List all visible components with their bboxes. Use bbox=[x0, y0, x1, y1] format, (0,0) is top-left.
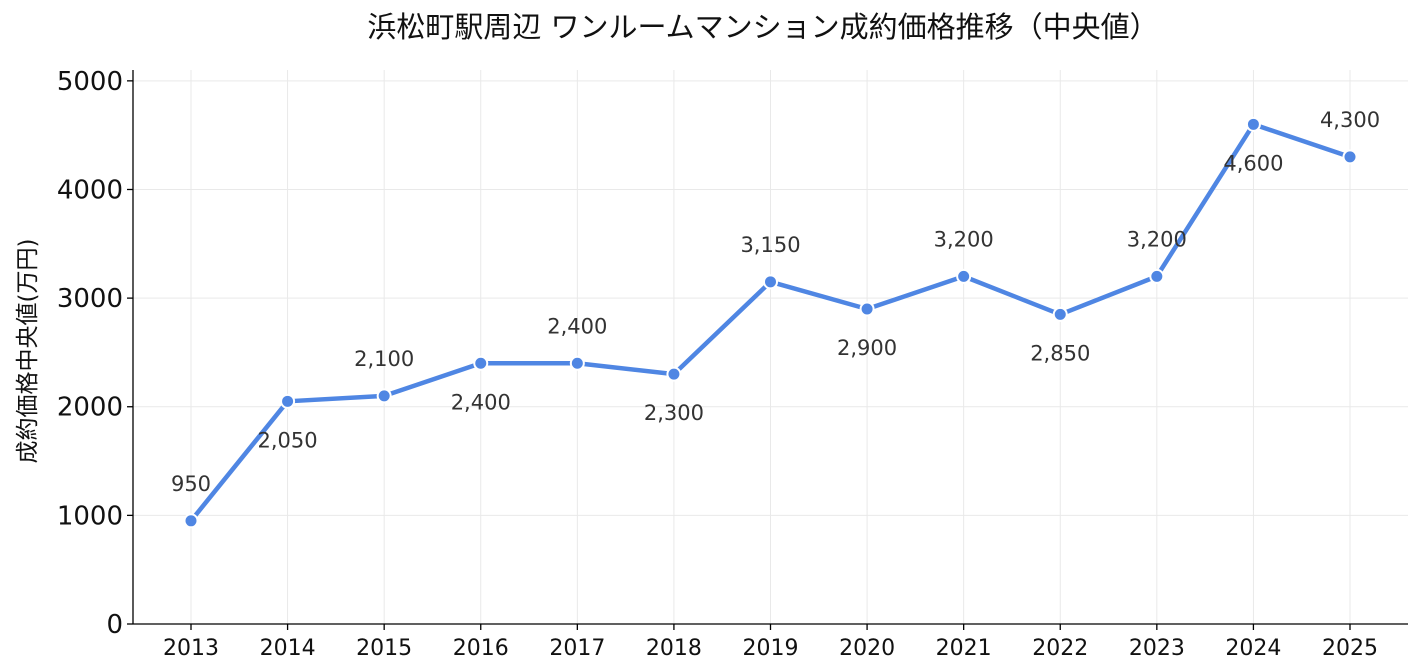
data-label: 2,850 bbox=[1030, 341, 1090, 365]
data-label: 2,050 bbox=[258, 428, 318, 452]
data-point bbox=[473, 355, 489, 371]
data-label: 2,400 bbox=[451, 390, 511, 414]
x-tick-label: 2017 bbox=[549, 636, 605, 661]
x-tick-label: 2019 bbox=[743, 636, 799, 661]
data-label: 2,100 bbox=[354, 347, 414, 371]
data-point bbox=[376, 388, 392, 404]
series-layer bbox=[183, 116, 1358, 529]
y-tick-label: 0 bbox=[106, 610, 123, 640]
data-point bbox=[1052, 306, 1068, 322]
x-tick-label: 2014 bbox=[260, 636, 316, 661]
data-point bbox=[1245, 116, 1261, 132]
data-label: 3,200 bbox=[934, 227, 994, 251]
data-label: 3,200 bbox=[1127, 227, 1187, 251]
x-tick-label: 2016 bbox=[453, 636, 509, 661]
data-point bbox=[1342, 149, 1358, 165]
x-tick-label: 2020 bbox=[839, 636, 895, 661]
y-tick-label: 2000 bbox=[57, 393, 123, 423]
data-point bbox=[956, 268, 972, 284]
data-labels: 950 2,050 2,100 2,400 2,400 2,300 3,150 2,900 3,… bbox=[171, 108, 1380, 496]
data-label: 2,400 bbox=[547, 314, 607, 338]
data-label: 950 bbox=[171, 472, 211, 496]
x-tick-label: 2024 bbox=[1225, 636, 1281, 661]
ticks: 0 1000 2000 3000 4000 5000 2013 2014 2015 2016 201… bbox=[57, 67, 1378, 661]
x-tick-label: 2018 bbox=[646, 636, 702, 661]
data-label: 2,900 bbox=[837, 336, 897, 360]
data-point bbox=[280, 393, 296, 409]
data-point bbox=[1149, 268, 1165, 284]
data-label: 4,600 bbox=[1223, 151, 1283, 175]
x-tick-label: 2025 bbox=[1322, 636, 1378, 661]
y-tick-label: 5000 bbox=[57, 67, 123, 97]
data-point bbox=[183, 513, 199, 529]
data-label: 2,300 bbox=[644, 401, 704, 425]
data-label: 4,300 bbox=[1320, 108, 1380, 132]
x-tick-label: 2022 bbox=[1032, 636, 1088, 661]
y-tick-label: 1000 bbox=[57, 501, 123, 531]
data-point bbox=[763, 274, 778, 290]
y-tick-label: 3000 bbox=[57, 284, 123, 314]
data-point bbox=[569, 355, 585, 371]
y-axis-label: 成約価格中央値(万円) bbox=[15, 239, 41, 464]
x-tick-label: 2023 bbox=[1129, 636, 1185, 661]
y-tick-label: 4000 bbox=[57, 175, 123, 205]
data-point bbox=[666, 366, 682, 382]
x-tick-label: 2013 bbox=[163, 636, 219, 661]
data-point bbox=[859, 301, 875, 317]
grid bbox=[133, 70, 1408, 624]
chart-title: 浜松町駅周辺 ワンルームマンション成約価格推移（中央値） bbox=[367, 10, 1158, 44]
x-tick-label: 2015 bbox=[356, 636, 412, 661]
x-tick-label: 2021 bbox=[936, 636, 992, 661]
data-label: 3,150 bbox=[740, 233, 800, 257]
